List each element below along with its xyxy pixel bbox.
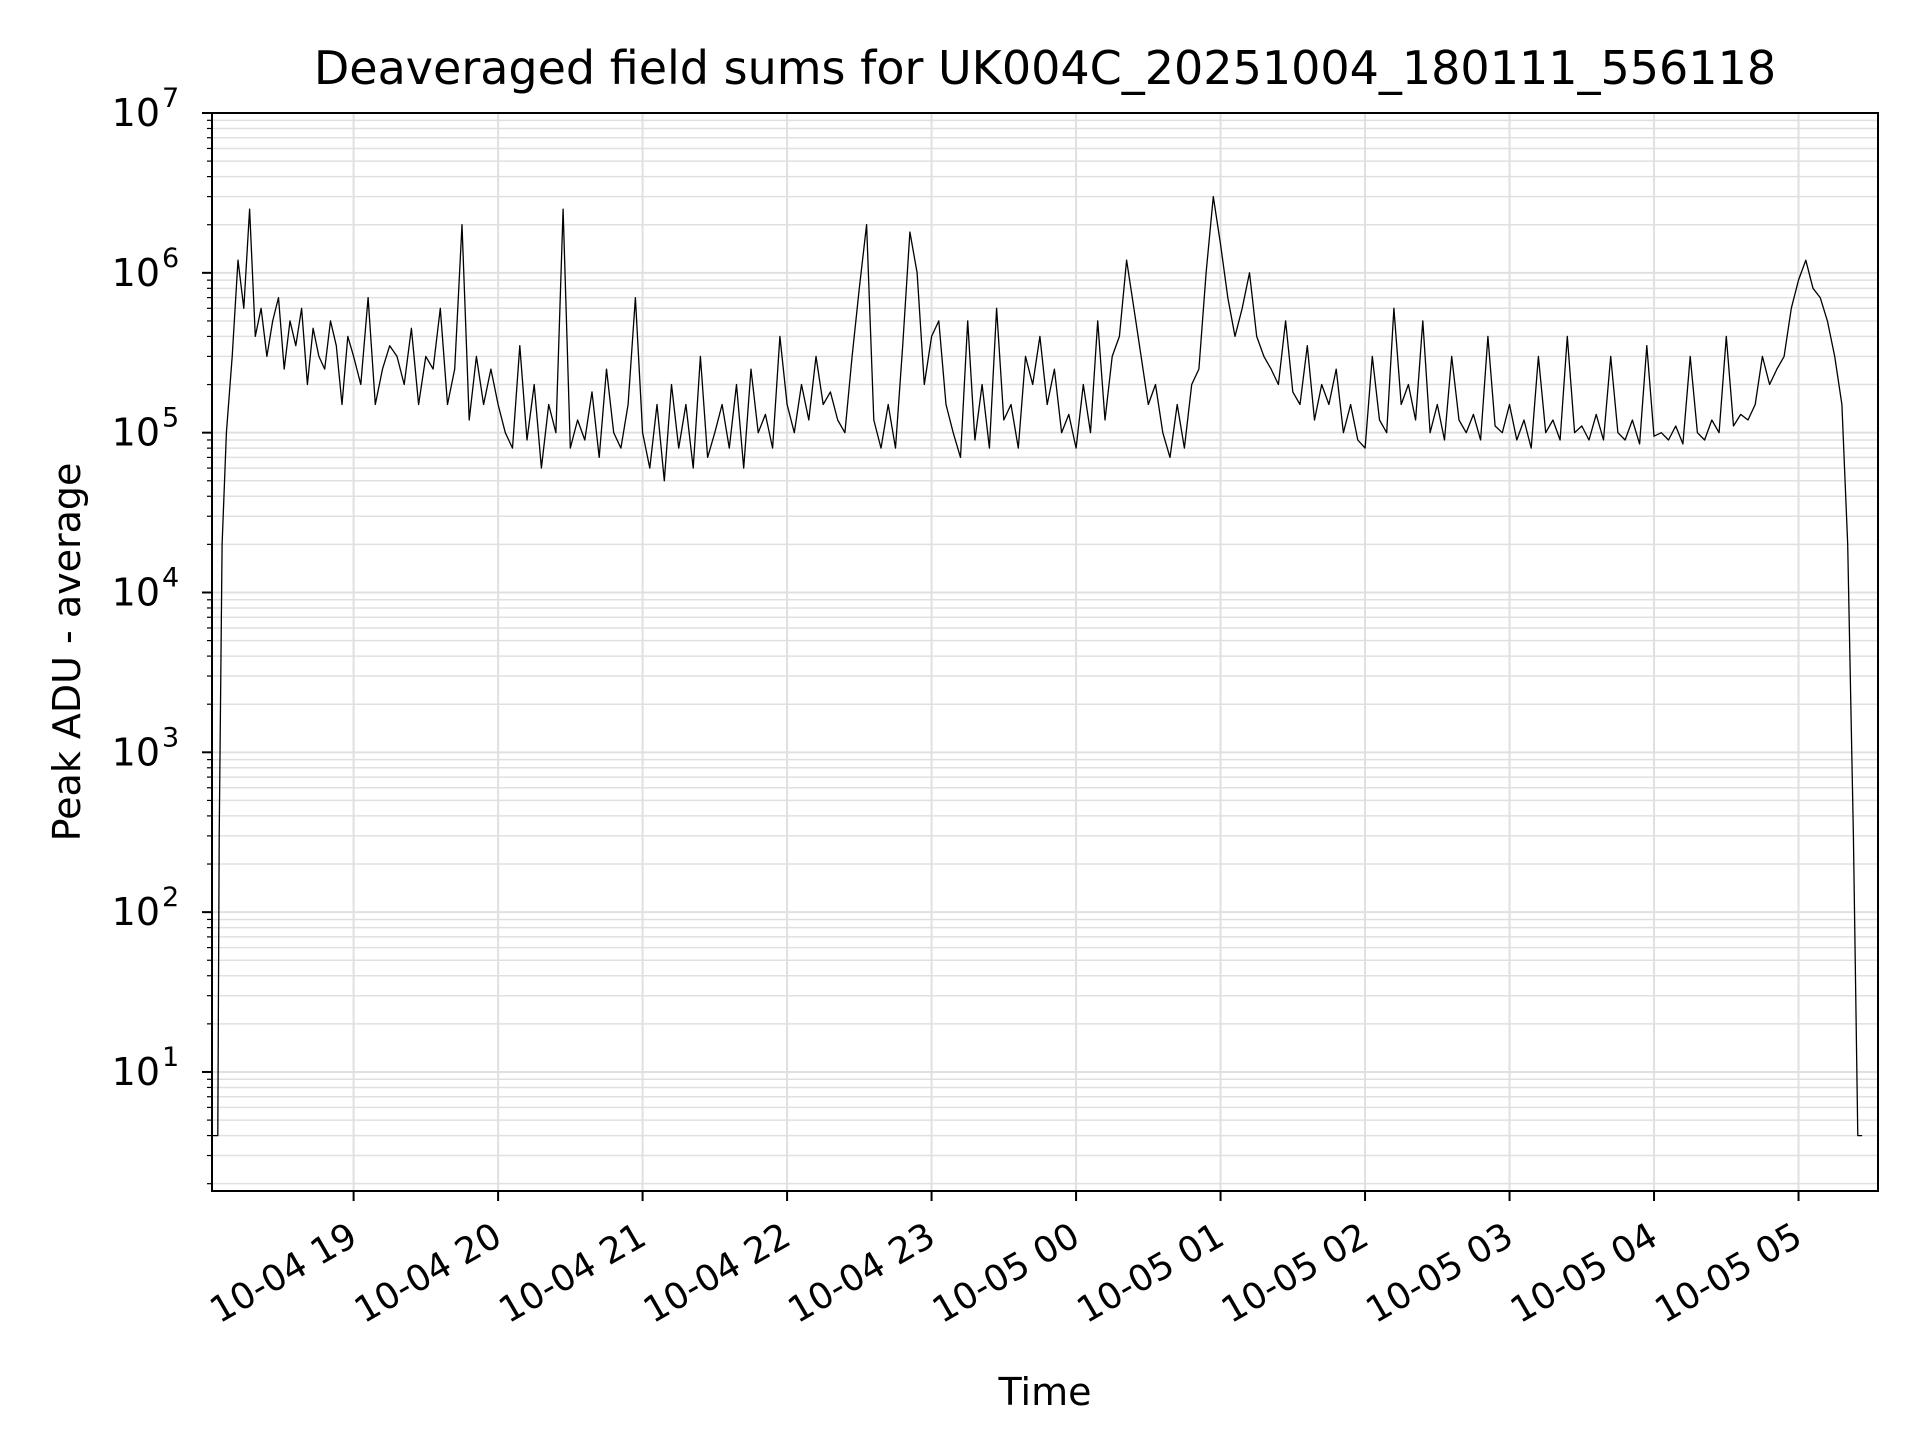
y-tick-label: 10 [112, 411, 160, 455]
y-tick-exponent: 6 [162, 243, 179, 274]
y-tick-label: 10 [112, 1050, 160, 1094]
x-axis-label: Time [998, 1370, 1092, 1414]
y-tick-label: 10 [112, 730, 160, 774]
y-tick-exponent: 1 [162, 1042, 179, 1073]
y-tick-exponent: 2 [162, 882, 179, 913]
y-tick-label: 10 [112, 570, 160, 614]
y-tick-label: 10 [112, 251, 160, 295]
y-tick-exponent: 4 [162, 562, 179, 593]
y-tick-label: 10 [112, 91, 160, 135]
y-tick-label: 10 [112, 890, 160, 934]
plot-area-frame [211, 112, 1879, 1192]
y-tick-exponent: 7 [162, 83, 179, 114]
series-group [212, 195, 1863, 1137]
y-axis-label: Peak ADU - average [45, 463, 89, 842]
y-tick-exponent: 3 [162, 722, 179, 753]
y-tick-exponent: 5 [162, 403, 179, 434]
series-line [212, 195, 1863, 1137]
chart-title: Deaveraged field sums for UK004C_2025100… [314, 41, 1776, 95]
grid-lines [212, 112, 1878, 1191]
